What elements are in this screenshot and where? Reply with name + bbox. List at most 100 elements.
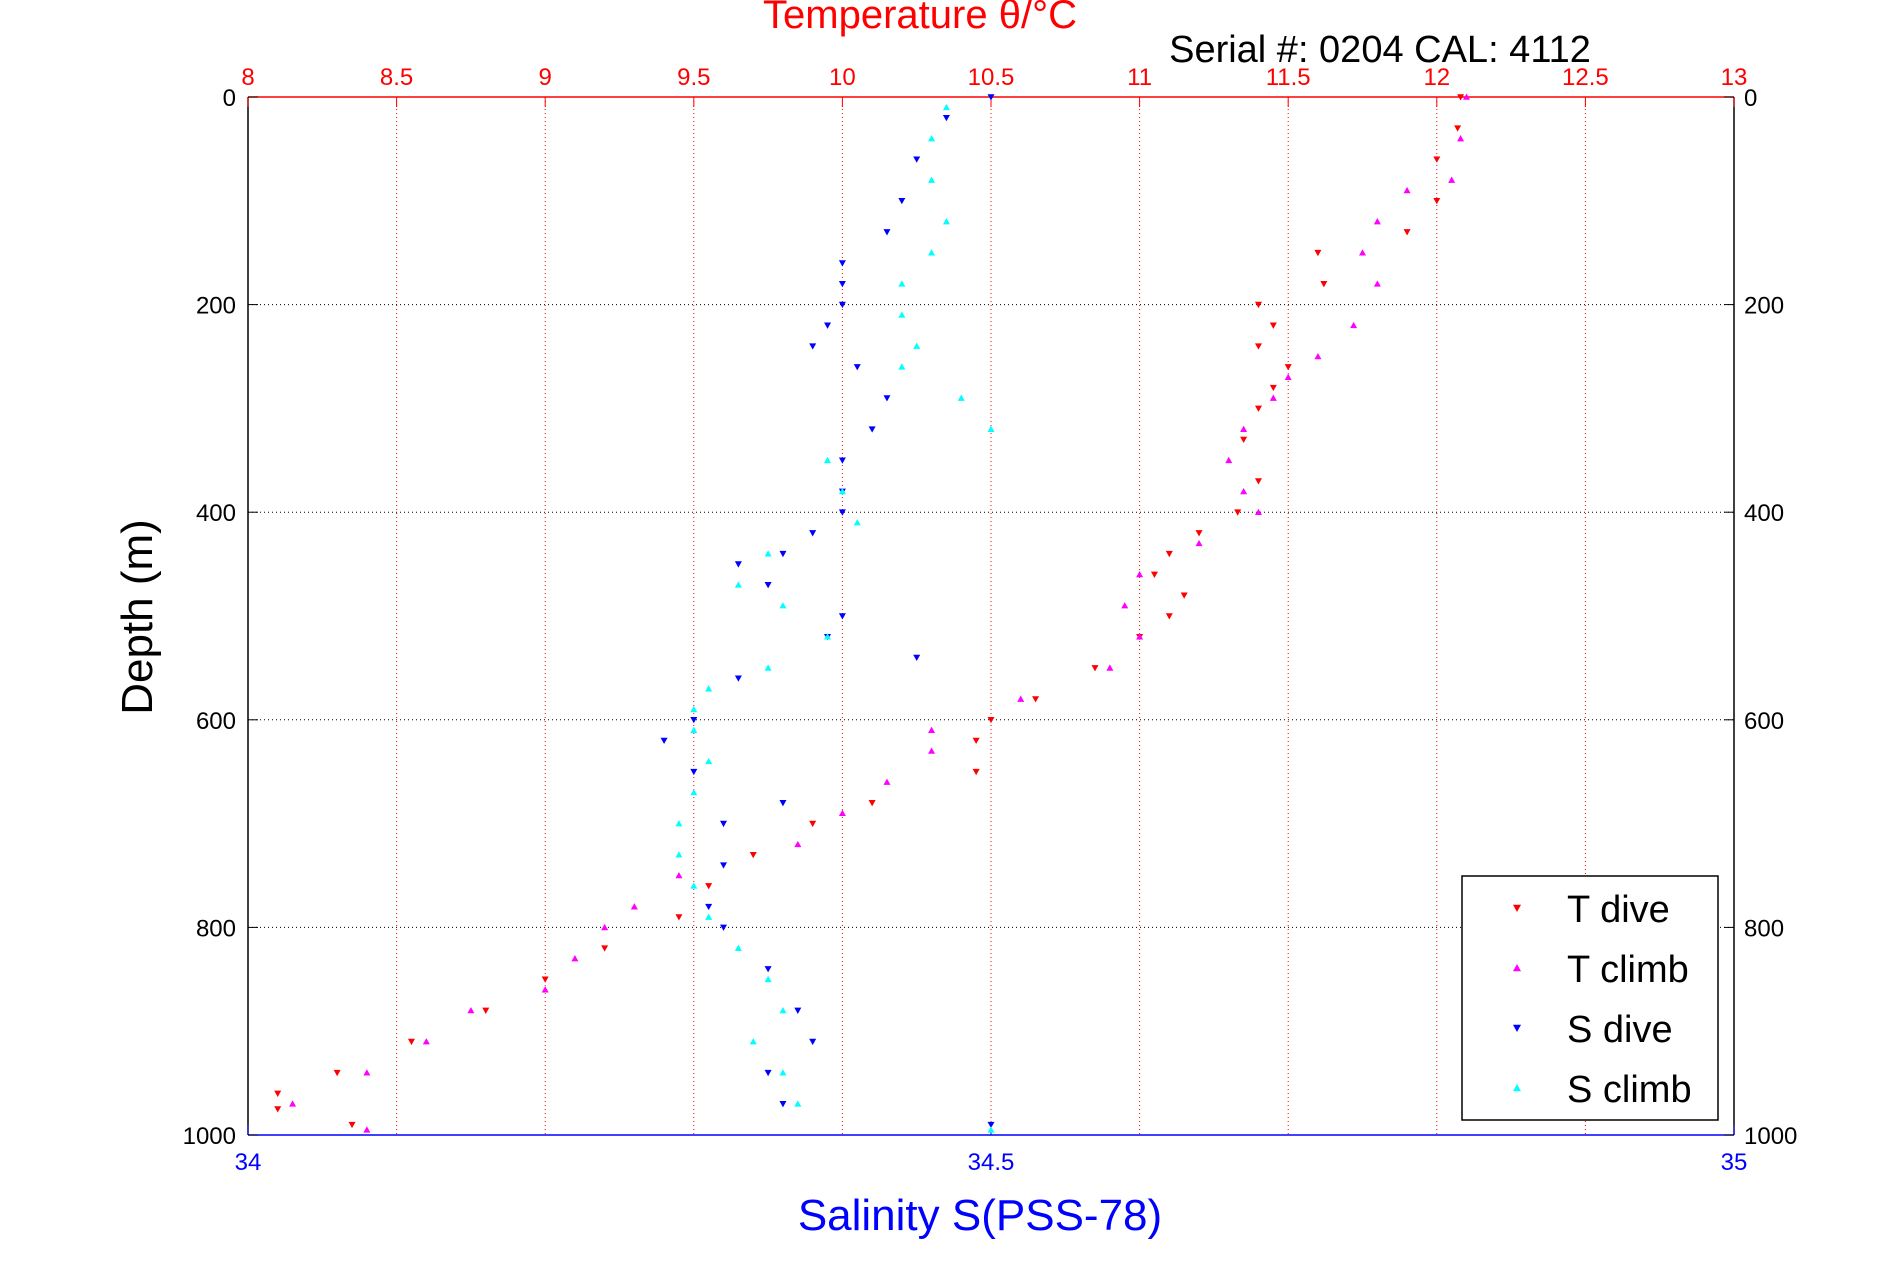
- t-climb-point: [1359, 249, 1366, 256]
- t-climb-point: [1240, 425, 1248, 432]
- s-climb-point: [690, 726, 698, 733]
- legend-label-t-dive: T dive: [1567, 889, 1670, 931]
- t-climb-point: [794, 840, 802, 848]
- s-climb-point: [705, 913, 713, 920]
- s-climb-point: [898, 311, 906, 318]
- legend-label-t-climb: T climb: [1567, 949, 1689, 991]
- t-climb-point: [1350, 321, 1358, 329]
- t-dive-point: [1180, 592, 1188, 599]
- t-climb-point: [1017, 695, 1025, 702]
- bottom-tick-label: 34.5: [968, 1149, 1015, 1176]
- t-dive-point: [1254, 301, 1262, 309]
- t-dive-point: [333, 1069, 341, 1077]
- t-climb-point: [1254, 508, 1262, 515]
- t-climb-point: [1225, 456, 1233, 464]
- t-climb-point: [883, 778, 891, 785]
- t-dive-point: [675, 914, 683, 921]
- s-dive-point: [779, 550, 787, 558]
- t-climb-point: [928, 747, 936, 754]
- legend-marker-t-climb: [1513, 964, 1521, 972]
- t-dive-point: [541, 976, 549, 983]
- s-climb-point: [838, 487, 846, 495]
- s-climb-point: [779, 1069, 787, 1076]
- top-tick-label: 13: [1721, 64, 1748, 91]
- t-dive-point: [1284, 364, 1292, 371]
- chart-title: Temperature θ/°C: [763, 0, 1077, 37]
- t-climb-point: [289, 1100, 297, 1107]
- t-dive-point: [1254, 478, 1262, 485]
- t-climb-point: [1106, 664, 1114, 671]
- t-climb-point: [1240, 487, 1248, 495]
- s-climb-point: [690, 705, 698, 713]
- t-dive-point: [972, 768, 980, 776]
- t-dive-point: [1254, 405, 1262, 412]
- legend-marker-t-dive: [1513, 904, 1521, 912]
- s-dive-point: [838, 301, 846, 309]
- t-dive-point: [1240, 436, 1248, 444]
- s-dive-point: [734, 561, 742, 568]
- top-tick-label: 9.5: [677, 64, 710, 91]
- right-tick-label: 0: [1744, 85, 1757, 112]
- t-dive-point: [1314, 249, 1322, 257]
- t-climb-point: [1195, 539, 1203, 547]
- t-climb-point: [928, 726, 936, 733]
- t-dive-point: [1433, 156, 1441, 163]
- s-dive-point: [883, 229, 891, 236]
- t-dive-point: [809, 820, 817, 828]
- t-climb-point: [1403, 186, 1411, 194]
- s-climb-point: [957, 394, 965, 401]
- data-points: [274, 93, 1471, 1133]
- t-dive-point: [482, 1007, 490, 1014]
- t-climb-point: [1314, 353, 1322, 360]
- s-dive-point: [660, 737, 668, 745]
- right-tick-label: 400: [1744, 500, 1784, 527]
- t-dive-point: [1150, 571, 1158, 578]
- t-climb-point: [541, 986, 549, 993]
- s-climb-point: [928, 135, 936, 142]
- t-climb-point: [630, 903, 638, 910]
- top-tick-label: 10.5: [968, 64, 1015, 91]
- t-dive-point: [1433, 198, 1441, 205]
- s-dive-point: [853, 364, 861, 371]
- t-climb-point: [571, 955, 579, 962]
- bottom-tick-label: 34: [235, 1149, 262, 1176]
- t-dive-point: [1320, 281, 1328, 288]
- s-climb-point: [690, 788, 698, 796]
- s-dive-point: [838, 613, 846, 620]
- s-dive-point: [913, 156, 921, 163]
- t-dive-point: [348, 1121, 356, 1129]
- s-dive-point: [779, 800, 787, 807]
- s-dive-point: [764, 1069, 772, 1077]
- t-climb-point: [1284, 373, 1292, 381]
- s-climb-point: [705, 685, 713, 692]
- s-climb-point: [764, 975, 772, 983]
- axis-ticks: 8 8.5 9 9.5 10 10.5 11 11.5 12 12.5 13 34 34.5 35 0 200…: [183, 64, 1798, 1176]
- s-dive-point: [764, 582, 772, 589]
- left-tick-label: 600: [196, 708, 236, 735]
- t-climb-point: [1457, 135, 1465, 142]
- s-climb-point: [824, 456, 832, 464]
- right-tick-label: 1000: [1744, 1123, 1797, 1150]
- t-climb-point: [1463, 93, 1471, 100]
- s-climb-point: [675, 820, 683, 827]
- s-dive-point: [838, 509, 846, 516]
- s-dive-point: [868, 426, 876, 433]
- left-tick-label: 1000: [183, 1123, 236, 1150]
- t-dive-point: [1165, 550, 1173, 558]
- s-climb-point: [898, 280, 906, 287]
- t-dive-point: [868, 800, 876, 807]
- t-climb-point: [1373, 218, 1381, 225]
- top-tick-label: 8: [241, 64, 254, 91]
- s-climb-point: [987, 1126, 995, 1133]
- t-dive-point: [1403, 229, 1411, 236]
- s-climb-point: [942, 103, 950, 111]
- s-dive-point: [720, 924, 728, 931]
- s-dive-point: [838, 281, 846, 288]
- s-dive-point: [809, 530, 817, 537]
- s-climb-point: [898, 363, 906, 370]
- s-dive-point: [690, 768, 698, 776]
- right-tick-label: 600: [1744, 708, 1784, 735]
- grid-lines: [248, 97, 1734, 1135]
- s-climb-point: [928, 249, 936, 256]
